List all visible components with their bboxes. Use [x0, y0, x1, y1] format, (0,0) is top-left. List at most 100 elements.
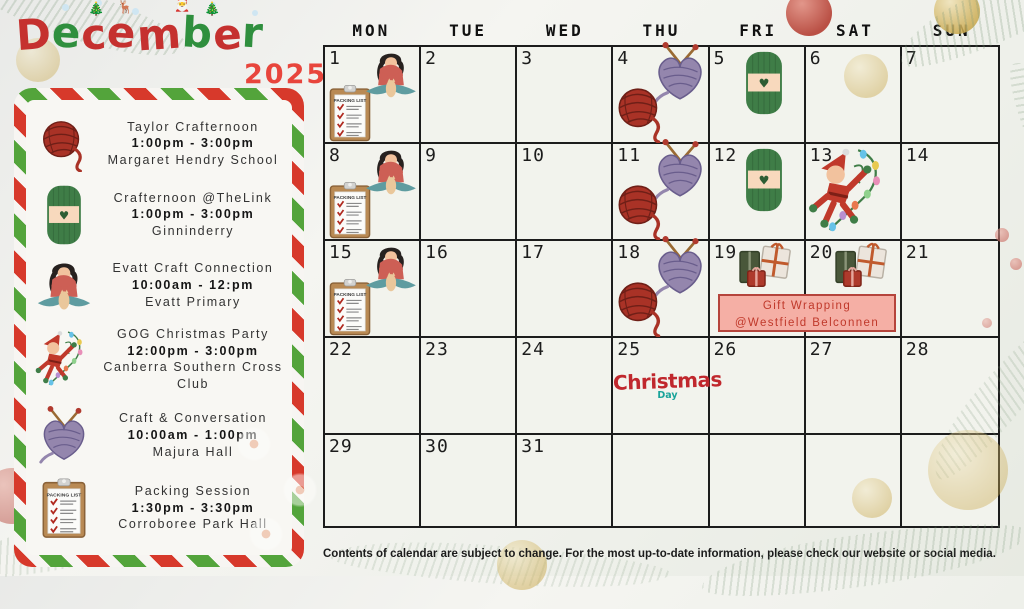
- event-item: GOG Christmas Party 12:00pm - 3:00pm Can…: [32, 326, 286, 394]
- event-list-panel: Taylor Crafternoon 1:00pm - 3:00pm Marga…: [14, 88, 304, 567]
- month-letter: b: [180, 7, 213, 58]
- weekday-header: FRI: [739, 21, 778, 40]
- christmas-tree-icon: 🎄: [204, 1, 221, 16]
- event-item: Evatt Craft Connection 10:00am - 12:pm E…: [32, 258, 286, 314]
- calendar-cell: 27: [805, 338, 902, 435]
- calendar-cell: 23: [421, 338, 518, 435]
- month-letter: r: [240, 7, 265, 58]
- footer-disclaimer: Contents of calendar are subject to chan…: [323, 548, 996, 560]
- date-number: 20: [809, 242, 834, 263]
- event-title: Packing Session: [134, 483, 252, 498]
- gifts-icon: [832, 242, 892, 292]
- calendar-cell: 9: [421, 144, 518, 241]
- calendar-cell: 4: [613, 47, 710, 144]
- weekday-header: THU: [642, 21, 681, 40]
- page-title: D e c e m b e r 🎄 🦌 🎅 🎄 2025: [14, 0, 328, 92]
- date-number: 5: [713, 48, 726, 69]
- calendar-cell: 2: [421, 47, 518, 144]
- date-number: 18: [617, 242, 642, 263]
- calendar-cell: 30: [421, 435, 518, 526]
- calendar-cell: 18: [613, 241, 710, 338]
- calendar-cell: 14: [901, 144, 998, 241]
- date-number: 17: [521, 242, 545, 263]
- weekday-header: TUE: [449, 21, 488, 40]
- calendar-cell: [805, 435, 902, 526]
- date-number: 12: [713, 145, 738, 166]
- date-number: 10: [521, 145, 545, 166]
- date-number: 3: [521, 48, 534, 69]
- event-location: Corroboree Park Hall: [118, 517, 268, 532]
- calendar-cell: 16: [421, 241, 518, 338]
- calendar-cell: 1: [325, 47, 422, 144]
- event-location: Canberra Southern Cross Club: [103, 360, 283, 392]
- calendar-cell: 8: [325, 144, 422, 241]
- date-number: 14: [905, 145, 930, 166]
- date-number: 27: [809, 339, 834, 360]
- month-letter: D: [14, 8, 53, 61]
- crafter-icon: [361, 144, 421, 200]
- date-number: 13: [809, 145, 834, 166]
- date-number: 22: [329, 339, 353, 360]
- calendar-cell: 21: [901, 241, 998, 338]
- crafter-icon: [361, 47, 421, 103]
- calendar-cell: 24: [517, 338, 614, 435]
- christmas-day-word: Christmas: [613, 367, 723, 395]
- date-number: 31: [521, 436, 545, 457]
- calendar-cell: 31: [517, 435, 614, 526]
- month-letter: e: [211, 9, 243, 60]
- date-number: 23: [425, 339, 449, 360]
- event-location: Majura Hall: [152, 444, 234, 459]
- calendar-cell: 26: [709, 338, 806, 435]
- banner-line2: @Westfield Belconnen: [734, 316, 880, 329]
- event-time: 12:00pm - 3:00pm: [127, 343, 259, 358]
- calendar-cell: 29: [325, 435, 422, 526]
- calendar-cell: 7: [901, 47, 998, 144]
- event-time: 10:00am - 12:pm: [132, 278, 254, 293]
- red-yarn-icon: [614, 83, 668, 143]
- crafter-icon: [32, 258, 96, 314]
- gift-wrapping-banner: Gift Wrapping @Westfield Belconnen: [718, 294, 896, 332]
- christmas-tree-icon: 🎄: [88, 1, 105, 16]
- elf-icon: [805, 144, 899, 238]
- santa-hat-icon: 🎅: [174, 0, 191, 12]
- event-time: 1:30pm - 3:30pm: [131, 500, 255, 515]
- date-number: 2: [425, 48, 437, 69]
- weekday-header: SUN: [932, 21, 971, 40]
- month-letter: m: [135, 8, 183, 61]
- month-title: D e c e m b e r: [14, 7, 326, 61]
- event-item: Packing Session 1:30pm - 3:30pm Corrobor…: [32, 477, 286, 539]
- green-skein-icon: [32, 184, 96, 246]
- banner-line1: Gift Wrapping: [762, 300, 852, 312]
- date-number: 6: [809, 48, 822, 69]
- month-letter: c: [79, 9, 109, 60]
- red-yarn-icon: [614, 180, 668, 240]
- date-number: 19: [713, 242, 738, 263]
- weekday-header: MON: [352, 21, 391, 40]
- calendar-cell: 6: [805, 47, 902, 144]
- date-number: 26: [713, 339, 738, 360]
- calendar-cell: 10: [517, 144, 614, 241]
- red-yarn-icon: [32, 116, 96, 172]
- date-number: 9: [425, 145, 437, 166]
- packing-list-icon: [32, 477, 96, 539]
- event-location: Evatt Primary: [145, 295, 241, 310]
- gifts-icon: [736, 242, 796, 292]
- date-number: 28: [905, 339, 930, 360]
- date-number: 15: [329, 242, 353, 263]
- date-number: 21: [905, 242, 930, 263]
- event-time: 10:00am - 1:00pm: [127, 427, 259, 442]
- event-title: GOG Christmas Party: [117, 326, 269, 341]
- event-location: Ginninderry: [151, 224, 235, 239]
- event-item: Craft & Conversation 10:00am - 1:00pm Ma…: [32, 405, 286, 465]
- red-yarn-icon: [614, 277, 668, 337]
- date-number: 16: [425, 242, 449, 263]
- event-title: Taylor Crafternoon: [127, 119, 259, 134]
- year-label: 2025: [244, 59, 328, 90]
- berry-decoration: [1010, 258, 1022, 270]
- reindeer-antlers-icon: 🦌: [117, 0, 134, 14]
- calendar-cell: 25 Christmas Day: [613, 338, 723, 435]
- purple-yarn-icon: [32, 405, 96, 465]
- elf-icon: [32, 328, 96, 390]
- date-number: 8: [329, 145, 341, 166]
- calendar-cell: 15: [325, 241, 422, 338]
